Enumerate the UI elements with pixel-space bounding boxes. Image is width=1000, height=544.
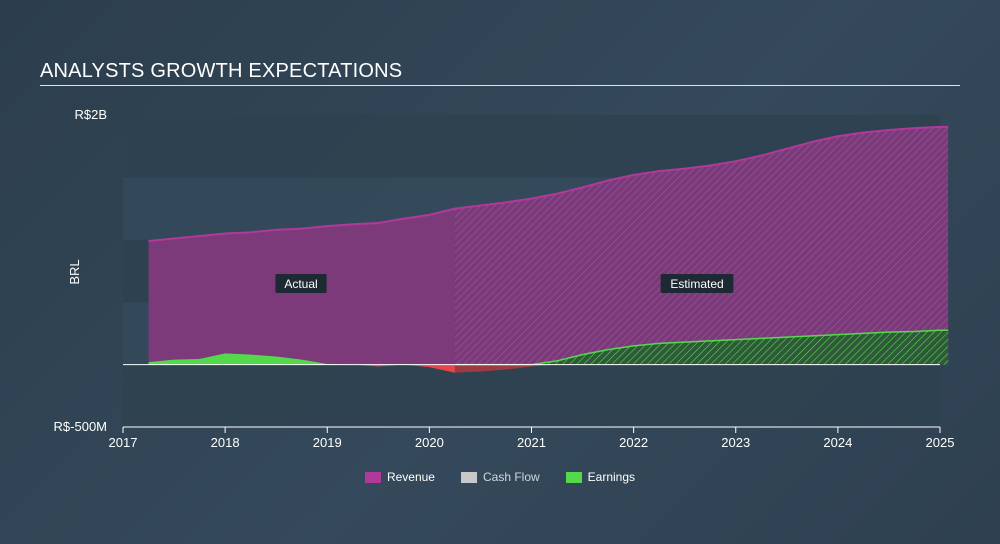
- earnings-area-actual: [148, 353, 455, 365]
- region-label-actual-bg: [275, 274, 327, 293]
- legend-label-cash-flow: Cash Flow: [482, 470, 540, 484]
- legend-item-revenue[interactable]: Revenue: [364, 470, 435, 484]
- revenue-area-estimated: [454, 126, 949, 365]
- grid-band: [123, 364, 940, 427]
- x-tick-label-2025: 2025: [926, 435, 955, 450]
- title-divider: [40, 85, 960, 86]
- earnings-loss-area-estimated: [454, 364, 949, 373]
- region-label-estimated-bg: [660, 274, 734, 293]
- legend-swatch-cash-flow: [460, 471, 477, 483]
- x-tick-label-2024: 2024: [823, 435, 852, 450]
- x-tick-label-2018: 2018: [211, 435, 240, 450]
- x-tick-label-2019: 2019: [313, 435, 342, 450]
- y-tick-label: R$2B: [74, 107, 107, 122]
- legend-item-earnings[interactable]: Earnings: [565, 470, 636, 484]
- y-tick-label: R$-500M: [54, 419, 107, 434]
- region-label-actual: Actual: [284, 277, 317, 291]
- y-axis-label: BRL: [67, 259, 82, 284]
- x-tick-label-2020: 2020: [415, 435, 444, 450]
- x-tick-label-2021: 2021: [517, 435, 546, 450]
- legend-label-revenue: Revenue: [386, 470, 435, 484]
- revenue-line: [148, 125, 949, 243]
- earnings-line-estimated: [454, 329, 949, 366]
- legend-swatch-earnings: [565, 471, 582, 483]
- earnings-loss-area-actual: [148, 364, 455, 373]
- region-label-estimated: Estimated: [670, 277, 723, 291]
- legend-swatch-revenue: [364, 471, 381, 483]
- page-title: ANALYSTS GROWTH EXPECTATIONS: [40, 60, 403, 82]
- x-tick-label-2023: 2023: [721, 435, 750, 450]
- legend-label-earnings: Earnings: [587, 470, 636, 484]
- chart-legend: Revenue Cash Flow Earnings: [0, 470, 1000, 484]
- x-tick-label-2022: 2022: [619, 435, 648, 450]
- legend-item-cash-flow[interactable]: Cash Flow: [460, 470, 540, 484]
- x-tick-label-2017: 2017: [109, 435, 138, 450]
